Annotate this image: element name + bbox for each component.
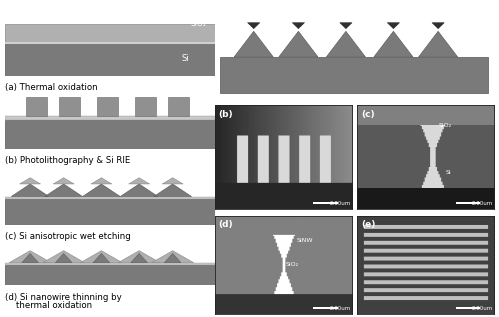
Polygon shape bbox=[91, 178, 112, 184]
Polygon shape bbox=[279, 31, 318, 57]
Polygon shape bbox=[9, 251, 51, 263]
Polygon shape bbox=[93, 253, 110, 263]
Bar bbox=[97, 97, 118, 116]
Polygon shape bbox=[374, 31, 413, 57]
Polygon shape bbox=[248, 23, 260, 29]
Polygon shape bbox=[162, 178, 183, 184]
Bar bbox=[169, 97, 190, 116]
Text: SiO₂: SiO₂ bbox=[439, 123, 452, 128]
Polygon shape bbox=[131, 253, 148, 263]
Bar bbox=[5, 120, 215, 149]
Polygon shape bbox=[80, 251, 122, 263]
Text: (e) SiO₂ etching(1-1'): (e) SiO₂ etching(1-1') bbox=[215, 110, 306, 119]
Bar bbox=[5, 199, 215, 225]
Polygon shape bbox=[118, 251, 160, 263]
Bar bbox=[5, 263, 215, 265]
Text: (d): (d) bbox=[219, 221, 234, 230]
Polygon shape bbox=[292, 23, 304, 29]
Polygon shape bbox=[164, 253, 181, 263]
Text: (d) Si nanowire thinning by: (d) Si nanowire thinning by bbox=[5, 293, 122, 302]
Polygon shape bbox=[152, 251, 194, 263]
Text: 2.00um: 2.00um bbox=[329, 306, 350, 311]
Text: 2.00um: 2.00um bbox=[329, 201, 350, 206]
Text: thermal oxidation: thermal oxidation bbox=[5, 301, 92, 310]
Polygon shape bbox=[19, 178, 40, 184]
Polygon shape bbox=[340, 23, 352, 29]
Text: SiO₂: SiO₂ bbox=[190, 19, 206, 28]
Text: (b) Photolithography & Si RIE: (b) Photolithography & Si RIE bbox=[5, 156, 130, 165]
Text: SiO₂: SiO₂ bbox=[286, 262, 299, 267]
Polygon shape bbox=[120, 184, 158, 197]
Bar bbox=[5, 43, 215, 76]
Bar bbox=[456, 307, 480, 309]
Text: (a) Thermal oxidation: (a) Thermal oxidation bbox=[5, 83, 98, 92]
Bar bbox=[5, 265, 215, 285]
Text: (b): (b) bbox=[219, 110, 234, 119]
Polygon shape bbox=[22, 253, 38, 263]
Polygon shape bbox=[82, 184, 120, 197]
Polygon shape bbox=[129, 178, 150, 184]
Bar bbox=[135, 97, 156, 116]
Bar bbox=[313, 307, 338, 309]
Text: (e): (e) bbox=[361, 221, 375, 230]
Text: 2.00um: 2.00um bbox=[472, 306, 493, 311]
Bar bbox=[313, 202, 338, 204]
Text: Si: Si bbox=[446, 170, 452, 175]
Bar bbox=[5, 116, 215, 120]
Polygon shape bbox=[11, 184, 49, 197]
Polygon shape bbox=[432, 23, 444, 29]
Bar bbox=[5, 42, 215, 44]
Text: SiNW: SiNW bbox=[297, 238, 313, 243]
Bar bbox=[5, 197, 215, 199]
Polygon shape bbox=[387, 23, 400, 29]
Polygon shape bbox=[45, 184, 82, 197]
Polygon shape bbox=[326, 31, 365, 57]
Polygon shape bbox=[154, 184, 192, 197]
Bar bbox=[59, 97, 80, 116]
Bar bbox=[5, 23, 215, 43]
Polygon shape bbox=[234, 31, 273, 57]
Bar bbox=[456, 202, 480, 204]
Text: Si: Si bbox=[182, 55, 190, 63]
Polygon shape bbox=[53, 178, 74, 184]
Bar bbox=[220, 57, 489, 93]
Bar bbox=[26, 97, 47, 116]
Text: 2.00um: 2.00um bbox=[472, 201, 493, 206]
Text: (c): (c) bbox=[361, 110, 375, 119]
Text: (c) Si anisotropic wet etching: (c) Si anisotropic wet etching bbox=[5, 232, 131, 241]
Polygon shape bbox=[55, 253, 72, 263]
Polygon shape bbox=[419, 31, 458, 57]
Polygon shape bbox=[43, 251, 85, 263]
